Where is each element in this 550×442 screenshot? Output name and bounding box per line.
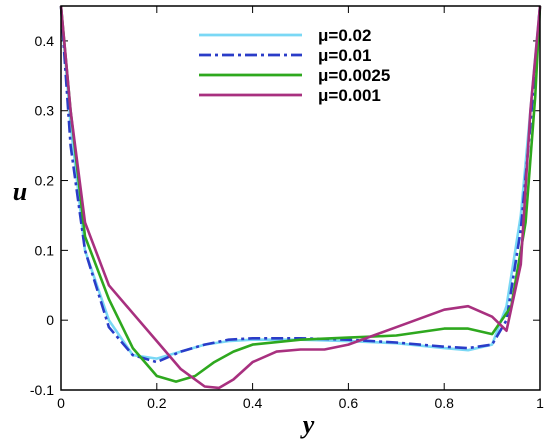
series-line-3 bbox=[59, 5, 542, 383]
y-tick-label: -0.1 bbox=[30, 382, 54, 398]
legend-label-1: μ=0.02 bbox=[318, 26, 371, 45]
legend-label-2: μ=0.01 bbox=[318, 46, 371, 65]
x-tick-label: 1 bbox=[536, 395, 544, 411]
y-tick-label: 0.3 bbox=[35, 103, 55, 119]
x-tick-label: 0.2 bbox=[147, 395, 167, 411]
series-line-4 bbox=[59, 5, 542, 390]
series-line-2 bbox=[59, 5, 542, 364]
plot-frame bbox=[60, 5, 541, 391]
x-tick-label: 0.4 bbox=[243, 395, 263, 411]
legend-label-4: μ=0.001 bbox=[318, 86, 381, 105]
tick-layer: 0 0.2 0.4 0.6 0.8 1-0.100.10.20.30.4 bbox=[30, 6, 544, 411]
x-axis-title: y bbox=[300, 410, 315, 439]
x-tick-label: 0 bbox=[57, 395, 65, 411]
x-tick-label: 0.6 bbox=[339, 395, 359, 411]
y-tick-label: 0.2 bbox=[35, 173, 55, 189]
y-tick-label: 0 bbox=[46, 312, 54, 328]
x-tick-label: 0.8 bbox=[434, 395, 454, 411]
legend-label-3: μ=0.0025 bbox=[318, 66, 390, 85]
y-tick-label: 0.1 bbox=[35, 242, 55, 258]
y-tick-label: 0.4 bbox=[35, 33, 55, 49]
y-axis-title: u bbox=[13, 177, 27, 206]
series-line-1 bbox=[59, 5, 542, 360]
series-layer bbox=[59, 5, 542, 390]
